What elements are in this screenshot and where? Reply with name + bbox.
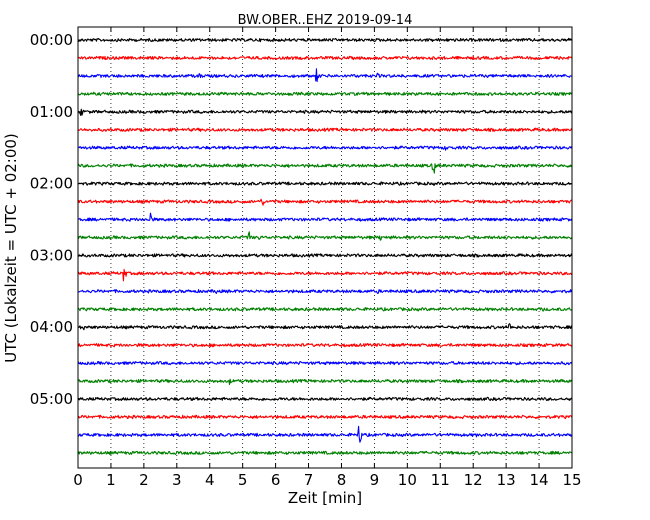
trace-line-3 xyxy=(77,91,573,97)
x-tick-label-8: 8 xyxy=(337,471,347,489)
trace-line-0 xyxy=(77,37,573,43)
trace-line-2 xyxy=(77,68,573,83)
y-tick-labels: 00:00 01:00 02:00 03:00 04:00 05:00 xyxy=(30,31,73,408)
x-tick-label-0: 0 xyxy=(73,471,83,489)
y-axis-label: UTC (Lokalzeit = UTC + 02:00) xyxy=(2,133,20,363)
x-tick-label-2: 2 xyxy=(139,471,149,489)
trace-line-16 xyxy=(77,323,573,331)
trace-line-10 xyxy=(77,212,573,222)
y-tick-label-1: 01:00 xyxy=(30,103,73,121)
trace-line-20 xyxy=(77,396,573,402)
trace-line-18 xyxy=(77,360,573,366)
y-tick-label-5: 05:00 xyxy=(30,390,73,408)
x-tick-label-4: 4 xyxy=(205,471,215,489)
grid-lines xyxy=(110,27,540,468)
trace-line-14 xyxy=(77,289,573,295)
y-tick-label-0: 00:00 xyxy=(30,31,73,49)
trace-line-1 xyxy=(77,55,573,61)
plot-frame xyxy=(77,26,573,469)
trace-line-13 xyxy=(77,268,573,282)
trace-line-21 xyxy=(77,414,573,420)
trace-line-4 xyxy=(77,108,573,116)
trace-line-9 xyxy=(77,198,573,206)
trace-line-23 xyxy=(77,450,573,456)
x-axis-label: Zeit [min] xyxy=(288,489,362,507)
chart-title: BW.OBER..EHZ 2019-09-14 xyxy=(238,13,413,28)
trace-line-11 xyxy=(77,231,573,241)
trace-line-22 xyxy=(77,425,573,443)
x-tick-label-14: 14 xyxy=(530,471,549,489)
x-tick-labels: 0 1 2 3 4 5 6 7 8 9 10 11 12 13 14 15 xyxy=(73,471,581,489)
x-tick-label-11: 11 xyxy=(431,471,450,489)
x-tick-label-9: 9 xyxy=(370,471,380,489)
x-tick-label-7: 7 xyxy=(304,471,314,489)
x-tick-label-3: 3 xyxy=(172,471,182,489)
x-tick-label-5: 5 xyxy=(238,471,248,489)
trace-line-7 xyxy=(77,163,573,174)
y-tick-label-4: 04:00 xyxy=(30,318,73,336)
x-tick-label-1: 1 xyxy=(106,471,116,489)
axis-ticks xyxy=(77,27,573,468)
x-tick-label-15: 15 xyxy=(562,471,581,489)
trace-line-6 xyxy=(77,145,573,151)
trace-line-17 xyxy=(77,342,573,348)
x-tick-label-6: 6 xyxy=(271,471,281,489)
trace-lines xyxy=(77,37,573,456)
trace-line-5 xyxy=(77,127,573,132)
trace-line-8 xyxy=(77,181,573,186)
y-tick-label-2: 02:00 xyxy=(30,175,73,193)
x-tick-label-12: 12 xyxy=(464,471,483,489)
x-tick-label-13: 13 xyxy=(497,471,516,489)
x-tick-label-10: 10 xyxy=(398,471,417,489)
y-tick-label-3: 03:00 xyxy=(30,246,73,264)
trace-line-15 xyxy=(77,307,573,312)
trace-line-12 xyxy=(77,253,573,258)
trace-line-19 xyxy=(77,378,573,386)
